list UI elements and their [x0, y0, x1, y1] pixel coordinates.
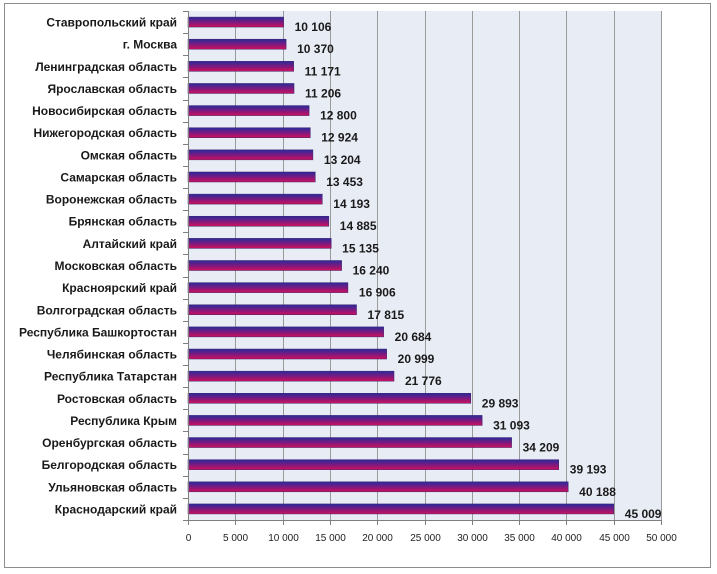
bar [187, 238, 332, 249]
bar [187, 326, 384, 338]
x-tick-label: 5 000 [223, 533, 248, 544]
value-label: 15 135 [342, 241, 379, 255]
value-label: 31 093 [493, 418, 530, 432]
value-label: 39 193 [570, 463, 607, 477]
bar-chart: Краснодарский край Ульяновская область Бел… [19, 11, 678, 544]
value-label: 29 893 [482, 396, 519, 410]
bar [187, 38, 287, 50]
value-label: 14 885 [340, 219, 377, 233]
bar [187, 393, 472, 404]
value-label: 11 206 [305, 86, 341, 100]
axes [183, 11, 662, 525]
category-label: Белгородская область [42, 458, 177, 472]
x-tick-labels: 0 5 000 10 000 15 000 20 000 25 000 30 000 35 0… [186, 533, 678, 544]
bar [187, 459, 560, 470]
bar [187, 415, 483, 426]
value-labels: 45 009 40 188 39 193 34 209 31 093 29 893 21 7… [295, 20, 662, 521]
category-label: Волгоградская область [37, 303, 177, 317]
category-label: Краснодарский край [55, 502, 177, 516]
bar [187, 215, 330, 227]
category-label: Воронежская область [46, 193, 177, 207]
category-label: Ленинградская область [35, 60, 177, 74]
bar [187, 503, 615, 515]
chart-frame: Краснодарский край Ульяновская область Бел… [4, 3, 711, 568]
x-tick-label: 35 000 [504, 533, 535, 544]
value-label: 16 906 [359, 286, 396, 300]
x-tick-label: 45 000 [599, 533, 630, 544]
bar [187, 437, 512, 448]
x-tick-label: 15 000 [315, 533, 346, 544]
category-label: Республика Крым [70, 414, 177, 428]
x-tick-label: 40 000 [551, 533, 582, 544]
value-label: 14 193 [333, 197, 370, 211]
value-label: 45 009 [625, 507, 662, 521]
value-label: 20 684 [395, 330, 432, 344]
category-label: Алтайский край [83, 237, 177, 251]
category-label: Оренбургская область [42, 436, 177, 450]
category-label: Красноярский край [62, 281, 177, 295]
x-tick-label: 20 000 [362, 533, 393, 544]
bar [187, 260, 342, 271]
bar [187, 105, 310, 116]
category-label: Ростовская область [57, 392, 177, 406]
bar [187, 16, 284, 28]
bars [187, 16, 615, 515]
category-label: Московская область [55, 259, 177, 273]
value-label: 17 815 [368, 308, 405, 322]
x-tick-label: 25 000 [410, 533, 441, 544]
bar [187, 61, 294, 72]
category-label: Нижегородская область [33, 126, 177, 140]
value-label: 13 204 [324, 153, 361, 167]
category-label: Челябинская область [47, 348, 177, 362]
x-tick-label: 30 000 [457, 533, 488, 544]
category-label: Республика Башкортостан [19, 325, 177, 339]
bar [187, 370, 395, 382]
value-label: 10 106 [295, 20, 332, 34]
bar [187, 149, 314, 161]
value-label: 11 171 [305, 64, 341, 78]
category-label: Ярославская область [47, 82, 177, 96]
value-label: 34 209 [523, 441, 560, 455]
value-label: 12 800 [320, 109, 357, 123]
bar [187, 304, 357, 316]
value-label: 20 999 [398, 352, 435, 366]
category-label: Республика Татарстан [44, 370, 177, 384]
bar [187, 348, 387, 360]
category-label: Брянская область [69, 215, 177, 229]
value-label: 40 188 [579, 485, 616, 499]
x-tick-label: 10 000 [268, 533, 299, 544]
bar [187, 282, 349, 293]
bar [187, 481, 569, 493]
bar [187, 127, 311, 138]
category-label: г. Москва [123, 38, 178, 52]
category-label: Самарская область [60, 170, 177, 184]
category-label: Новосибирская область [32, 104, 177, 118]
value-label: 21 776 [405, 374, 442, 388]
bar [187, 171, 316, 183]
category-labels: Краснодарский край Ульяновская область Бел… [19, 16, 177, 517]
bar [187, 193, 323, 205]
value-label: 13 453 [326, 175, 363, 189]
x-tick-label: 0 [186, 533, 192, 544]
bar [187, 83, 295, 94]
category-label: Ставропольский край [46, 16, 177, 30]
category-label: Ульяновская область [48, 480, 177, 494]
value-label: 12 924 [321, 131, 358, 145]
value-label: 16 240 [353, 264, 390, 278]
value-label: 10 370 [297, 42, 334, 56]
x-tick-label: 50 000 [646, 533, 677, 544]
category-label: Омская область [81, 148, 177, 162]
